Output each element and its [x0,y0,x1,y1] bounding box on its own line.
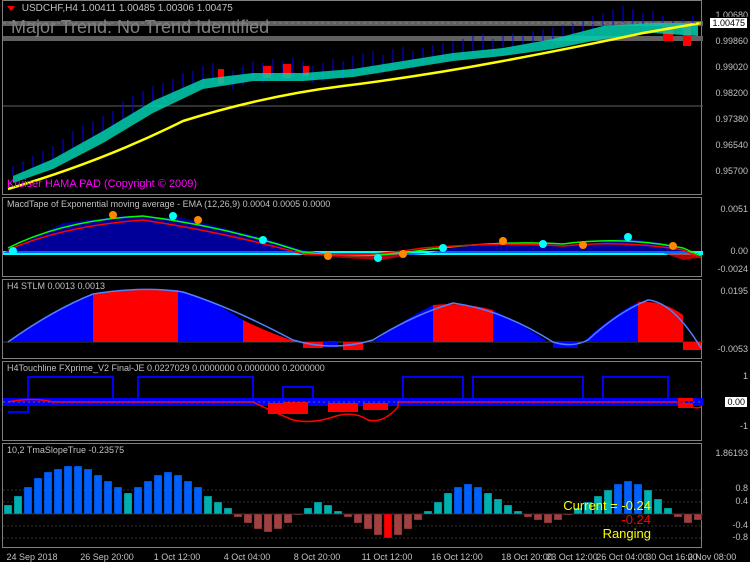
stlm-panel[interactable]: H4 STLM 0.0013 0.0013 [2,279,702,359]
y-tick: 1.86193 [715,448,748,458]
y-tick: 0.0051 [720,204,748,214]
y-tick: 0.98200 [715,88,748,98]
tma-y-axis: 1.86193 0.8 0.4 -0.4 -0.8 [704,443,750,548]
macd-label: MacdTape of Exponential moving average -… [7,199,330,209]
y-tick: 0.97380 [715,114,748,124]
y-tick: 0.96540 [715,140,748,150]
touchline-label: H4Touchline FXprime_V2 Final-JE 0.022702… [7,363,325,373]
stlm-svg [3,280,703,360]
x-tick: 18 Oct 20:00 [501,552,553,562]
tma-label: 10,2 TmaSlopeTrue -0.23575 [7,445,124,455]
x-tick: 4 Oct 04:00 [224,552,271,562]
stlm-y-axis: 0.0195 -0.0053 [704,279,750,359]
y-tick: -0.4 [732,520,748,530]
symbol-text: USDCHF,H4 [22,3,78,14]
main-price-panel[interactable]: USDCHF,H4 1.00411 1.00485 1.00306 1.0047… [2,0,702,195]
x-tick: 2 Nov 08:00 [688,552,737,562]
x-axis: 24 Sep 2018 26 Sep 20:00 1 Oct 12:00 4 Oct … [2,548,702,562]
chart-container: USDCHF,H4 1.00411 1.00485 1.00306 1.0047… [0,0,750,562]
macd-svg [3,198,703,278]
x-tick: 26 Oct 04:00 [596,552,648,562]
major-trend-label: Major Trend: No Trend Identified [11,17,269,38]
y-tick: 0.0195 [720,286,748,296]
touchline-y-axis: 1 0.00 -1 [704,361,750,441]
y-tick: 0.99860 [715,36,748,46]
copyright-label: Kruiser HAMA PAD (Copyright © 2009) [7,178,197,190]
macd-panel[interactable]: MacdTape of Exponential moving average -… [2,197,702,277]
touchline-svg [3,362,703,442]
x-tick: 23 Oct 12:00 [546,552,598,562]
x-tick: 26 Sep 20:00 [80,552,134,562]
x-tick: 11 Oct 12:00 [362,552,413,562]
tma-ranging-text: Ranging [603,526,651,541]
tma-panel[interactable]: 10,2 TmaSlopeTrue -0.23575 Current = -0.… [2,443,702,548]
y-tick: 0.95700 [715,166,748,176]
touchline-zero-box: 0.00 [724,396,748,408]
macd-y-axis: 0.0051 0.00 -0.0024 [704,197,750,277]
main-y-axis: 1.00680 1.00475 0.99860 0.99020 0.98200 … [704,0,750,195]
y-tick: 0.4 [735,496,748,506]
tma-value-text: -0.24 [621,512,651,527]
y-tick: 0.8 [735,483,748,493]
touchline-panel[interactable]: H4Touchline FXprime_V2 Final-JE 0.022702… [2,361,702,441]
x-tick: 24 Sep 2018 [6,552,57,562]
y-tick: -0.0024 [717,264,748,274]
dropdown-arrow-icon[interactable] [7,6,15,11]
y-tick: 1 [743,371,748,381]
ohlc-text: 1.00411 1.00485 1.00306 1.00475 [81,3,233,14]
tma-current-text: Current = -0.24 [563,498,651,513]
y-tick: -1 [740,421,748,431]
symbol-title: USDCHF,H4 1.00411 1.00485 1.00306 1.0047… [7,3,233,14]
y-tick: 0.99020 [715,62,748,72]
x-tick: 16 Oct 12:00 [431,552,483,562]
x-tick: 1 Oct 12:00 [154,552,201,562]
tma-svg [3,444,703,549]
y-tick: 0.00 [730,246,748,256]
y-tick: -0.0053 [717,344,748,354]
stlm-label: H4 STLM 0.0013 0.0013 [7,281,105,291]
y-tick: -0.8 [732,532,748,542]
x-tick: 8 Oct 20:00 [294,552,341,562]
current-price-box: 1.00475 [709,17,748,29]
